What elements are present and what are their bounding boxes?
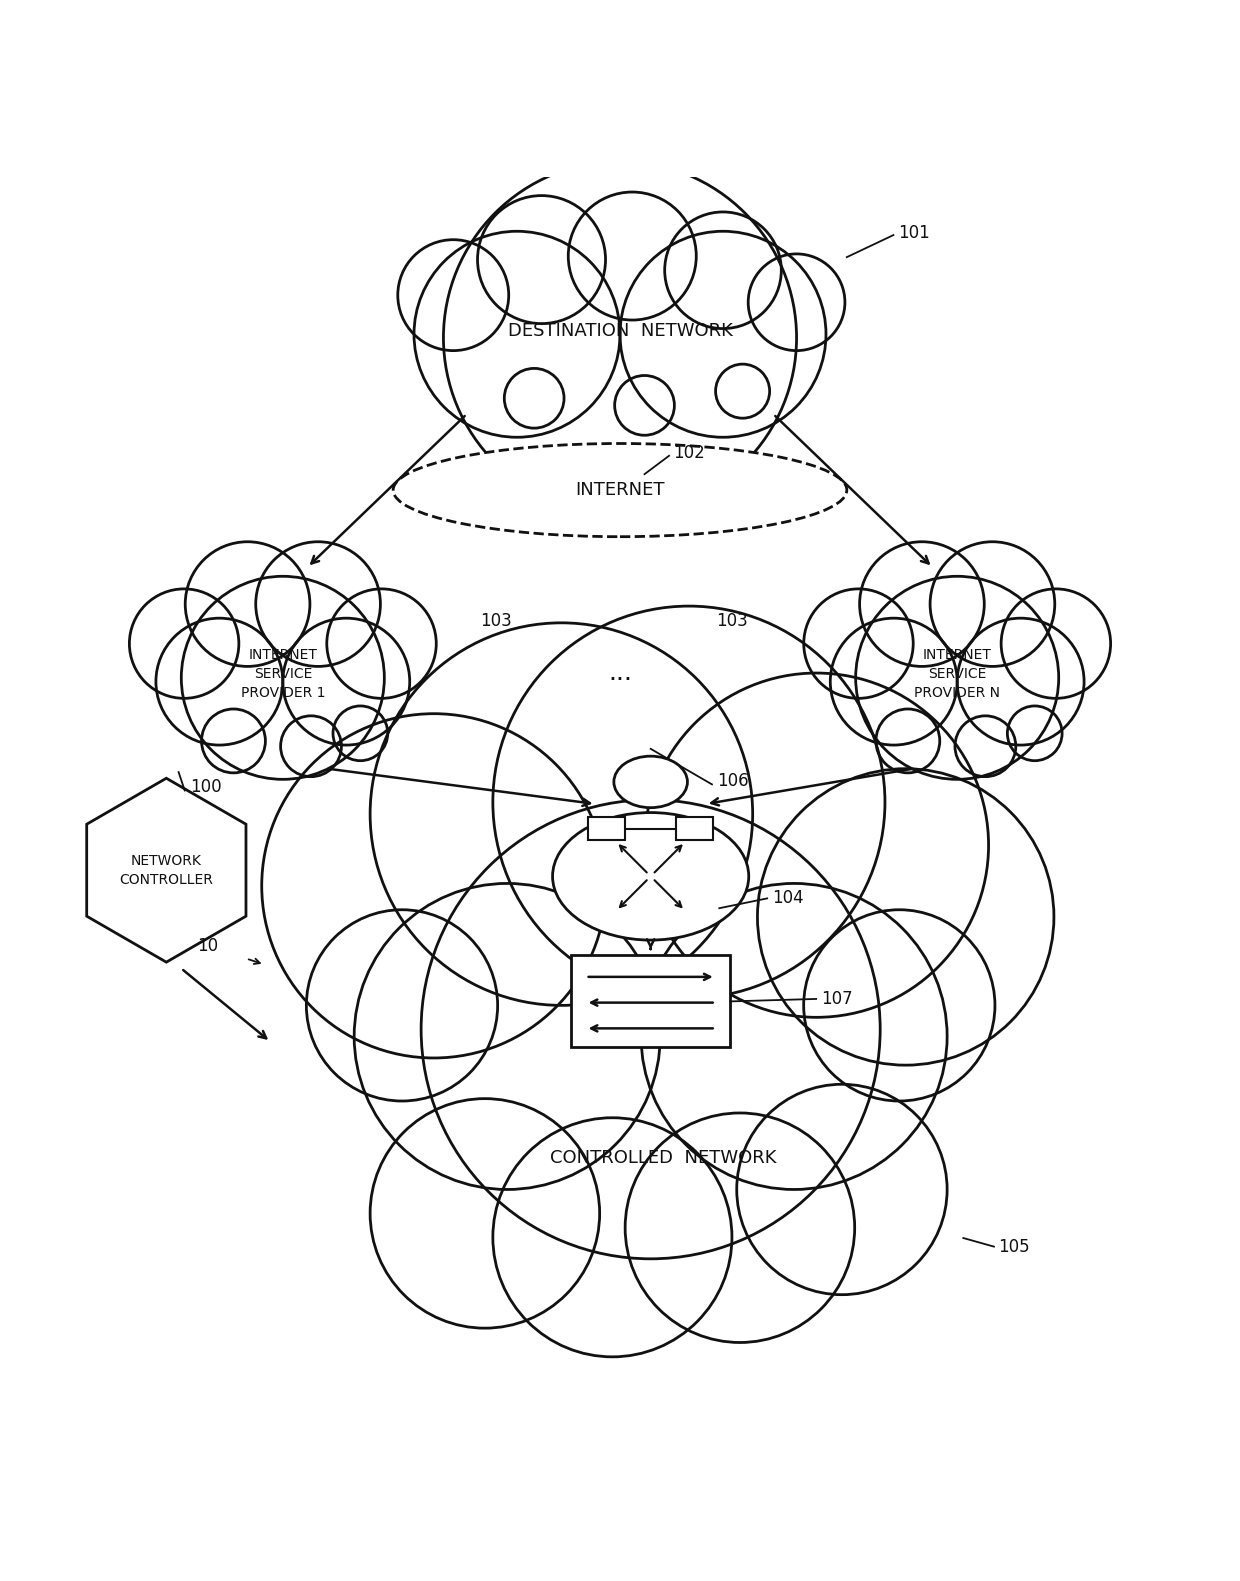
Text: 100: 100	[190, 778, 221, 795]
Circle shape	[1001, 588, 1111, 699]
Text: 104: 104	[773, 890, 804, 907]
Circle shape	[370, 1099, 600, 1328]
FancyBboxPatch shape	[570, 955, 730, 1047]
Circle shape	[856, 577, 1059, 779]
Ellipse shape	[614, 756, 687, 808]
Circle shape	[665, 212, 781, 329]
Circle shape	[327, 588, 436, 699]
Circle shape	[804, 909, 994, 1100]
Text: 106: 106	[717, 772, 749, 789]
Text: 10: 10	[197, 938, 218, 955]
Circle shape	[398, 240, 508, 351]
Circle shape	[255, 542, 381, 667]
Circle shape	[859, 542, 985, 667]
Text: CONTROLLED  NETWORK: CONTROLLED NETWORK	[549, 1149, 776, 1167]
Text: 103: 103	[715, 612, 748, 631]
Circle shape	[283, 618, 409, 745]
Circle shape	[875, 708, 940, 773]
Circle shape	[715, 364, 770, 419]
Circle shape	[334, 707, 388, 760]
Text: INTERNET
SERVICE
PROVIDER N: INTERNET SERVICE PROVIDER N	[914, 648, 1001, 700]
Circle shape	[930, 542, 1055, 667]
Ellipse shape	[393, 444, 847, 536]
Circle shape	[492, 1118, 732, 1356]
Text: 102: 102	[673, 444, 704, 462]
Circle shape	[1007, 707, 1063, 760]
Text: INTERNET: INTERNET	[575, 481, 665, 500]
Circle shape	[156, 618, 283, 745]
Circle shape	[758, 768, 1054, 1066]
Text: ...: ...	[608, 661, 632, 685]
Circle shape	[645, 674, 988, 1017]
Circle shape	[620, 231, 826, 438]
Circle shape	[355, 884, 660, 1189]
Circle shape	[641, 884, 947, 1189]
Polygon shape	[87, 778, 246, 963]
Circle shape	[957, 618, 1084, 745]
Circle shape	[422, 800, 880, 1258]
Text: 103: 103	[480, 612, 512, 631]
Circle shape	[831, 618, 957, 745]
Circle shape	[748, 255, 844, 351]
Circle shape	[804, 588, 913, 699]
Text: INTERNET
SERVICE
PROVIDER 1: INTERNET SERVICE PROVIDER 1	[241, 648, 325, 700]
Circle shape	[444, 161, 796, 514]
Circle shape	[492, 606, 885, 998]
Circle shape	[202, 708, 265, 773]
Circle shape	[306, 909, 497, 1100]
Circle shape	[129, 588, 239, 699]
Circle shape	[955, 716, 1016, 776]
Circle shape	[615, 376, 675, 435]
Text: 101: 101	[898, 223, 930, 242]
Text: NETWORK
CONTROLLER: NETWORK CONTROLLER	[119, 854, 213, 887]
Text: 105: 105	[998, 1238, 1029, 1255]
Circle shape	[185, 542, 310, 667]
Circle shape	[625, 1113, 854, 1342]
Circle shape	[414, 231, 620, 438]
Circle shape	[181, 577, 384, 779]
Circle shape	[505, 368, 564, 428]
Circle shape	[370, 623, 753, 1006]
Circle shape	[477, 196, 605, 324]
FancyBboxPatch shape	[588, 817, 625, 840]
Ellipse shape	[553, 813, 749, 941]
FancyBboxPatch shape	[676, 817, 713, 840]
Text: DESTINATION  NETWORK: DESTINATION NETWORK	[507, 321, 733, 340]
Circle shape	[262, 713, 606, 1058]
Text: 107: 107	[821, 990, 853, 1009]
Circle shape	[568, 191, 697, 319]
Circle shape	[737, 1085, 947, 1295]
Circle shape	[280, 716, 341, 776]
